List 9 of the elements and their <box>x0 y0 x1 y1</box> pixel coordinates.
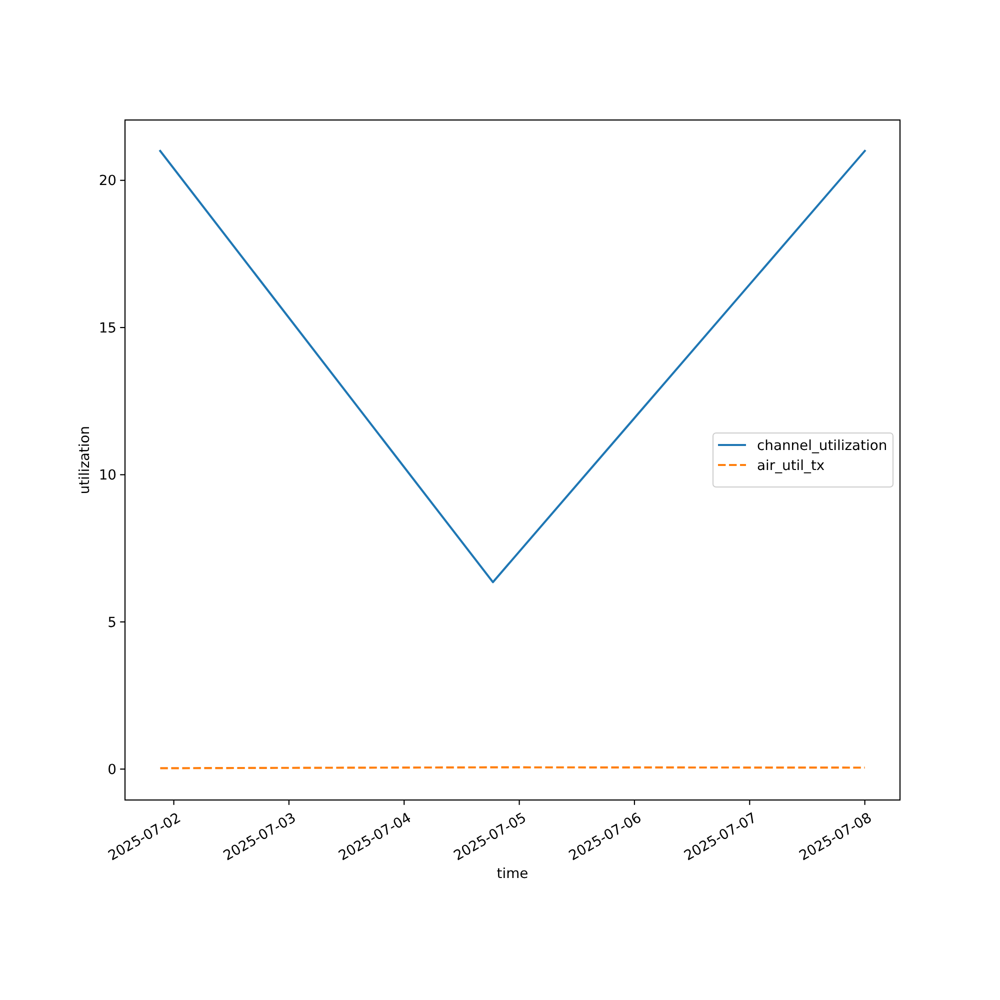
y-tick-label: 5 <box>108 614 116 631</box>
legend-label: channel_utilization <box>757 438 888 454</box>
legend-label: air_util_tx <box>757 458 825 474</box>
y-axis-title: utilization <box>77 426 93 494</box>
x-axis-title: time <box>496 866 528 882</box>
y-tick-label: 15 <box>98 320 116 336</box>
y-tick-label: 20 <box>98 173 116 190</box>
y-tick-label: 10 <box>98 468 116 484</box>
y-tick-label: 0 <box>108 762 116 778</box>
